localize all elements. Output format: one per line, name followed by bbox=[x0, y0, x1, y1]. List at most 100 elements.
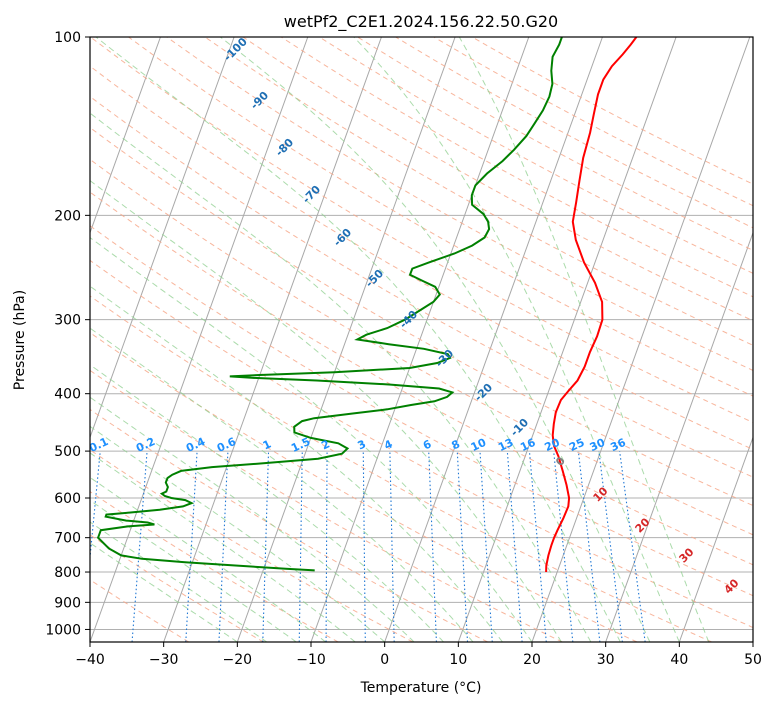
mixing-ratio-line bbox=[479, 451, 493, 642]
mixing-ratio-label: 3 bbox=[356, 437, 368, 452]
mixing-ratio-line bbox=[577, 451, 601, 642]
dry-adiabat-line bbox=[242, 37, 753, 322]
isotherm-line bbox=[678, 435, 753, 642]
x-tick-label: 50 bbox=[744, 652, 762, 668]
dry-adiabat-label: 10 bbox=[591, 484, 611, 504]
x-tick-label: −10 bbox=[296, 652, 326, 668]
plot-frame bbox=[89, 36, 754, 643]
mixing-ratio-line bbox=[619, 451, 646, 642]
y-tick-label: 200 bbox=[54, 208, 81, 224]
dewpoint-line bbox=[96, 37, 563, 572]
isotherm-line bbox=[384, 37, 603, 642]
mixing-ratio-label: 1 bbox=[261, 437, 273, 452]
isotherm-line bbox=[605, 231, 753, 642]
dry-adiabat-line bbox=[280, 37, 753, 298]
y-axis-label: Pressure (hPa) bbox=[12, 290, 28, 390]
dry-adiabat-line bbox=[90, 408, 488, 642]
dry-adiabat-label: -90 bbox=[248, 89, 271, 112]
x-tick-label: 10 bbox=[449, 652, 467, 668]
dry-adiabat-label: -20 bbox=[472, 381, 495, 404]
mixing-ratio-line bbox=[325, 451, 328, 642]
dry-adiabat-line bbox=[90, 191, 753, 566]
x-tick-label: −30 bbox=[149, 652, 179, 668]
dry-adiabat-line bbox=[204, 37, 753, 346]
isotherm-line bbox=[90, 37, 235, 439]
dry-adiabat-line bbox=[90, 65, 753, 451]
x-axis: −40 −30 −20 −10 0 10 20 30 40 50 bbox=[75, 642, 762, 668]
dry-adiabat-line bbox=[90, 449, 414, 642]
mixing-ratio-label: 0.4 bbox=[184, 435, 207, 455]
dry-adiabat-line bbox=[128, 37, 753, 397]
mixing-ratio-label: 13 bbox=[496, 436, 515, 454]
mixing-ratio-line bbox=[456, 451, 469, 642]
dry-adiabat-label: -60 bbox=[331, 226, 354, 249]
mixing-ratio-label: 20 bbox=[543, 436, 563, 454]
dry-adiabat-line bbox=[90, 369, 563, 642]
mixing-ratio-line bbox=[389, 451, 395, 642]
isotherm-line bbox=[457, 37, 677, 642]
moist-adiabat-line bbox=[90, 476, 327, 642]
mixing-ratio-label: 10 bbox=[469, 436, 489, 454]
mixing-ratio-label: 0.2 bbox=[134, 435, 157, 455]
isotherm-line bbox=[163, 37, 382, 642]
mixing-ratio-label: 2 bbox=[319, 437, 331, 452]
dry-adiabat-label: 40 bbox=[722, 576, 742, 596]
y-tick-label: 700 bbox=[54, 531, 81, 547]
dry-adiabat-line bbox=[90, 490, 339, 642]
dry-adiabat-line bbox=[319, 37, 753, 274]
mixing-ratio-label: 8 bbox=[450, 437, 462, 452]
isotherm-line bbox=[90, 37, 161, 235]
dry-adiabat-line bbox=[395, 37, 753, 229]
mixing-ratio-line bbox=[298, 451, 303, 642]
moist-adiabat-line bbox=[90, 521, 268, 642]
dry-adiabat-line bbox=[90, 158, 753, 536]
y-tick-label: 400 bbox=[54, 387, 81, 403]
mixing-ratio-label: 16 bbox=[518, 436, 538, 454]
x-tick-label: −20 bbox=[223, 652, 253, 668]
mixing-ratio-line bbox=[598, 451, 623, 642]
moist-adiabat-line bbox=[90, 396, 415, 642]
dry-adiabat-label: -50 bbox=[363, 267, 386, 290]
y-tick-label: 500 bbox=[54, 444, 81, 460]
mixing-ratio-label: 36 bbox=[608, 436, 628, 454]
y-tick-label: 300 bbox=[54, 313, 81, 329]
dry-adiabat-line bbox=[90, 259, 753, 629]
moist-adiabat-line bbox=[220, 37, 651, 642]
x-tick-label: 20 bbox=[523, 652, 541, 668]
mixing-ratio-line bbox=[362, 451, 366, 642]
x-axis-label: Temperature (°C) bbox=[360, 680, 482, 696]
moist-adiabat-line bbox=[90, 452, 356, 642]
isotherm-line bbox=[752, 640, 753, 642]
dry-adiabat-line bbox=[90, 332, 638, 642]
moist-adiabat-line bbox=[353, 37, 680, 642]
dry-adiabat-line bbox=[90, 534, 264, 642]
dry-adiabat-line bbox=[90, 225, 753, 597]
isotherm-line bbox=[90, 37, 309, 642]
moist-adiabat-line bbox=[458, 37, 710, 642]
dry-adiabat-label: -70 bbox=[300, 183, 323, 206]
x-tick-label: 40 bbox=[670, 652, 688, 668]
moist-adiabat-line bbox=[90, 285, 503, 642]
mixing-ratio-label: 0.6 bbox=[215, 435, 238, 455]
grid-layer bbox=[90, 37, 753, 642]
dry-adiabat-line bbox=[90, 126, 753, 507]
mixing-ratio-label: 4 bbox=[382, 437, 395, 452]
chart-title: wetPf2_C2E1.2024.156.22.50.G20 bbox=[284, 12, 558, 32]
dry-adiabat-line bbox=[433, 37, 753, 207]
dry-adiabat-line bbox=[90, 579, 190, 642]
mixing-ratio-line bbox=[528, 451, 547, 642]
x-tick-label: −40 bbox=[75, 652, 105, 668]
y-tick-label: 1000 bbox=[45, 622, 81, 638]
mixing-ratio-line bbox=[553, 451, 574, 642]
moist-adiabat-line bbox=[95, 37, 621, 642]
dry-adiabat-label: -10 bbox=[508, 416, 531, 439]
moist-adiabat-line bbox=[90, 364, 444, 642]
isotherm-line bbox=[531, 37, 751, 642]
mixing-ratio-line bbox=[131, 451, 148, 642]
moist-adiabat-line bbox=[90, 542, 238, 642]
moist-adiabat-line bbox=[90, 425, 386, 642]
dry-adiabat-line bbox=[90, 295, 712, 642]
dry-adiabat-line bbox=[471, 37, 753, 185]
series-layer bbox=[96, 37, 638, 573]
isotherm-line bbox=[236, 37, 456, 642]
